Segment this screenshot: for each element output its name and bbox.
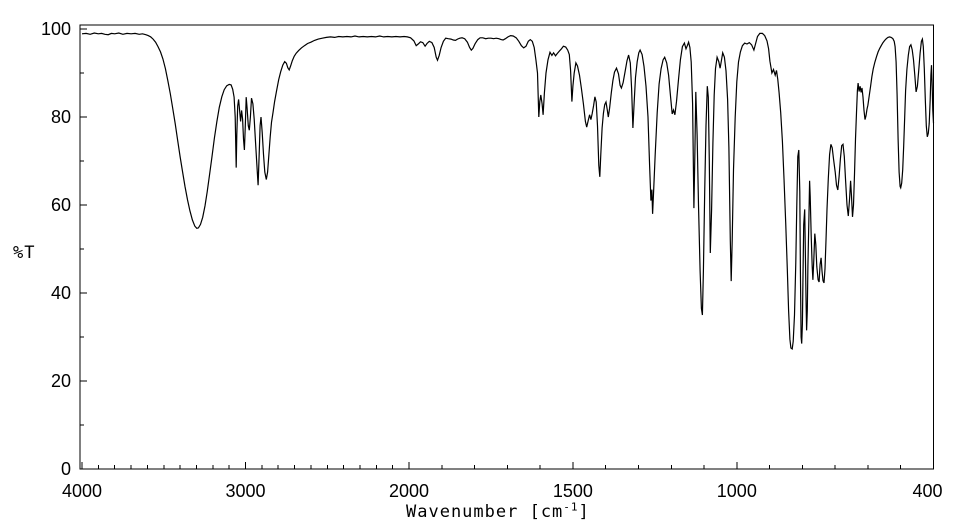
y-tick-label: 80 <box>51 107 71 127</box>
y-tick-label: 40 <box>51 283 71 303</box>
plot-frame <box>79 24 935 470</box>
y-tick-label: 100 <box>41 19 71 39</box>
x-tick-label: 1000 <box>717 481 757 501</box>
y-tick-label: 20 <box>51 371 71 391</box>
x-axis-title-text: Wavenumber [cm <box>406 502 564 522</box>
x-axis-title: Wavenumber [cm-1] <box>406 500 590 522</box>
spectrum-curve <box>81 32 935 350</box>
x-axis-title-bracket: ] <box>578 502 590 522</box>
x-tick-label: 2000 <box>389 481 429 501</box>
x-tick-label: 3000 <box>225 481 265 501</box>
y-axis-title: %T <box>13 243 35 263</box>
y-tick-label: 60 <box>51 195 71 215</box>
x-tick-label: 4000 <box>62 481 102 501</box>
y-axis-title-text: %T <box>13 243 36 263</box>
x-axis-title-superscript: -1 <box>563 500 579 514</box>
x-tick-label: 400 <box>912 481 942 501</box>
x-tick-label: 1500 <box>553 481 593 501</box>
y-tick-label: 0 <box>61 459 71 479</box>
